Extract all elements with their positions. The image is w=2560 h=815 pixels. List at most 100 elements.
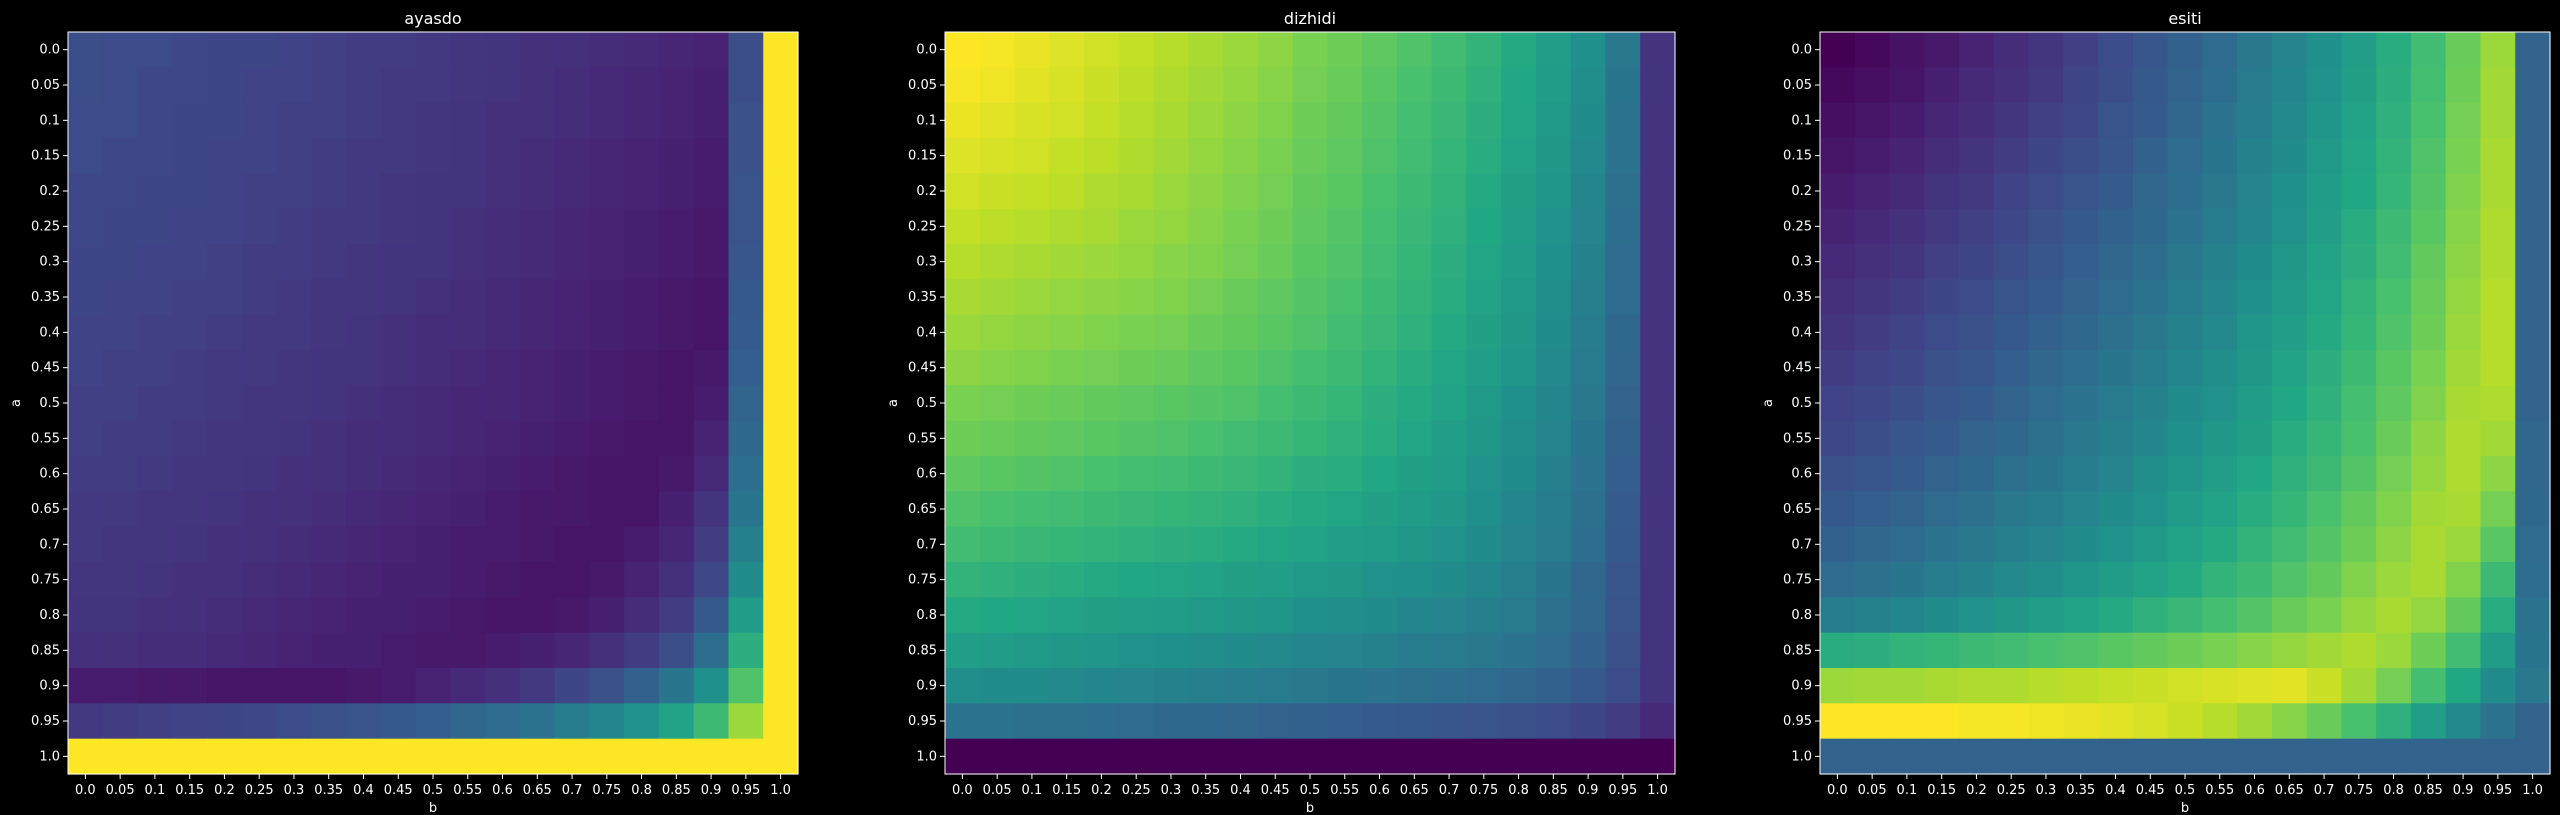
heatmap-cell: [2376, 668, 2412, 704]
heatmap-cell: [1118, 491, 1155, 528]
heatmap-cell: [1292, 562, 1328, 598]
heatmap-cell: [415, 632, 451, 669]
heatmap-cell: [1118, 632, 1155, 669]
x-tick-label: 0.65: [1400, 783, 1429, 798]
heatmap-cell: [311, 703, 347, 740]
heatmap-cell: [589, 597, 625, 634]
heatmap-cell: [589, 279, 625, 316]
heatmap-cell: [1362, 597, 1398, 634]
heatmap-cell: [485, 138, 521, 174]
heatmap-cell: [1362, 632, 1398, 669]
heatmap-cell: [2132, 456, 2169, 492]
heatmap-cell: [693, 208, 730, 245]
heatmap-cell: [2202, 526, 2238, 563]
heatmap-cell: [207, 738, 243, 775]
heatmap-cell: [1570, 668, 1607, 704]
heatmap-cell: [346, 32, 382, 68]
heatmap-cell: [485, 456, 521, 492]
y-tick-label: 0.25: [31, 219, 60, 234]
heatmap-cell: [1118, 102, 1155, 139]
heatmap-cell: [1640, 456, 1676, 492]
heatmap-cell: [1889, 420, 1925, 457]
heatmap-cell: [1327, 67, 1363, 104]
heatmap-cell: [102, 138, 139, 174]
heatmap-cell: [241, 562, 278, 598]
heatmap-cell: [2202, 102, 2238, 139]
heatmap-cell: [1014, 562, 1050, 598]
heatmap-cell: [728, 244, 764, 280]
x-tick-label: 0.0: [952, 783, 973, 798]
heatmap-cell: [1257, 526, 1294, 563]
heatmap-cell: [554, 562, 591, 598]
heatmap-cell: [380, 420, 417, 457]
heatmap-cell: [1466, 138, 1502, 174]
heatmap-cell: [2028, 385, 2064, 422]
heatmap-cell: [1049, 67, 1085, 104]
heatmap-cell: [1640, 279, 1676, 316]
heatmap-cell: [763, 173, 799, 210]
heatmap-cell: [241, 208, 278, 245]
heatmap-cell: [1292, 738, 1328, 775]
y-axis-label: a: [9, 399, 24, 407]
heatmap-cell: [658, 597, 695, 634]
heatmap-cell: [658, 102, 695, 139]
heatmap-cell: [1223, 526, 1259, 563]
heatmap-cell: [207, 420, 243, 457]
heatmap-cell: [2063, 420, 2099, 457]
heatmap-cell: [1466, 67, 1502, 104]
heatmap-cell: [589, 562, 625, 598]
heatmap-cell: [519, 32, 556, 68]
heatmap-cell: [380, 597, 417, 634]
heatmap-cell: [2341, 420, 2377, 457]
heatmap-cell: [1049, 314, 1085, 351]
heatmap-cell: [2028, 632, 2064, 669]
heatmap-cell: [1570, 138, 1607, 174]
heatmap-cell: [763, 32, 799, 68]
heatmap-cell: [1118, 420, 1155, 457]
heatmap-cell: [346, 173, 382, 210]
heatmap-cell: [1854, 244, 1891, 280]
heatmap-cell: [137, 350, 173, 386]
heatmap-cell: [2480, 208, 2516, 245]
heatmap-cell: [2376, 138, 2412, 174]
heatmap-cell: [1292, 314, 1328, 351]
heatmap-cell: [1854, 32, 1891, 68]
heatmap-cell: [1854, 420, 1891, 457]
x-tick-label: 0.8: [631, 783, 652, 798]
heatmap-cell: [2445, 526, 2482, 563]
heatmap-cell: [1084, 173, 1120, 210]
heatmap-cell: [2167, 668, 2203, 704]
heatmap-cell: [554, 420, 591, 457]
heatmap-cell: [2515, 562, 2551, 598]
heatmap-cell: [68, 597, 104, 634]
heatmap-cell: [207, 314, 243, 351]
heatmap-cell: [2515, 738, 2551, 775]
heatmap-cell: [2098, 32, 2134, 68]
heatmap-cell: [2376, 491, 2412, 528]
heatmap-cell: [2098, 279, 2134, 316]
heatmap-cell: [2410, 456, 2447, 492]
heatmap-cell: [1570, 244, 1607, 280]
heatmap-cell: [1570, 491, 1607, 528]
heatmap-cell: [68, 350, 104, 386]
heatmap-cell: [276, 67, 312, 104]
heatmap-cell: [2098, 208, 2134, 245]
heatmap-cell: [1889, 668, 1925, 704]
heatmap-cell: [1570, 208, 1607, 245]
heatmap-cell: [1223, 67, 1259, 104]
heatmap-cell: [2341, 102, 2377, 139]
y-tick-label: 0.4: [916, 325, 937, 340]
y-tick-label: 0.5: [916, 396, 937, 411]
heatmap-cell: [2306, 67, 2343, 104]
heatmap-cell: [2306, 244, 2343, 280]
heatmap-cell: [1605, 314, 1641, 351]
y-tick-label: 0.2: [39, 184, 60, 199]
heatmap-cell: [346, 244, 382, 280]
heatmap-cell: [346, 67, 382, 104]
heatmap-cell: [1466, 350, 1502, 386]
x-tick-label: 0.2: [1966, 783, 1987, 798]
heatmap-cell: [276, 632, 312, 669]
heatmap-cell: [2341, 385, 2377, 422]
heatmap-cell: [380, 350, 417, 386]
heatmap-cell: [2410, 314, 2447, 351]
